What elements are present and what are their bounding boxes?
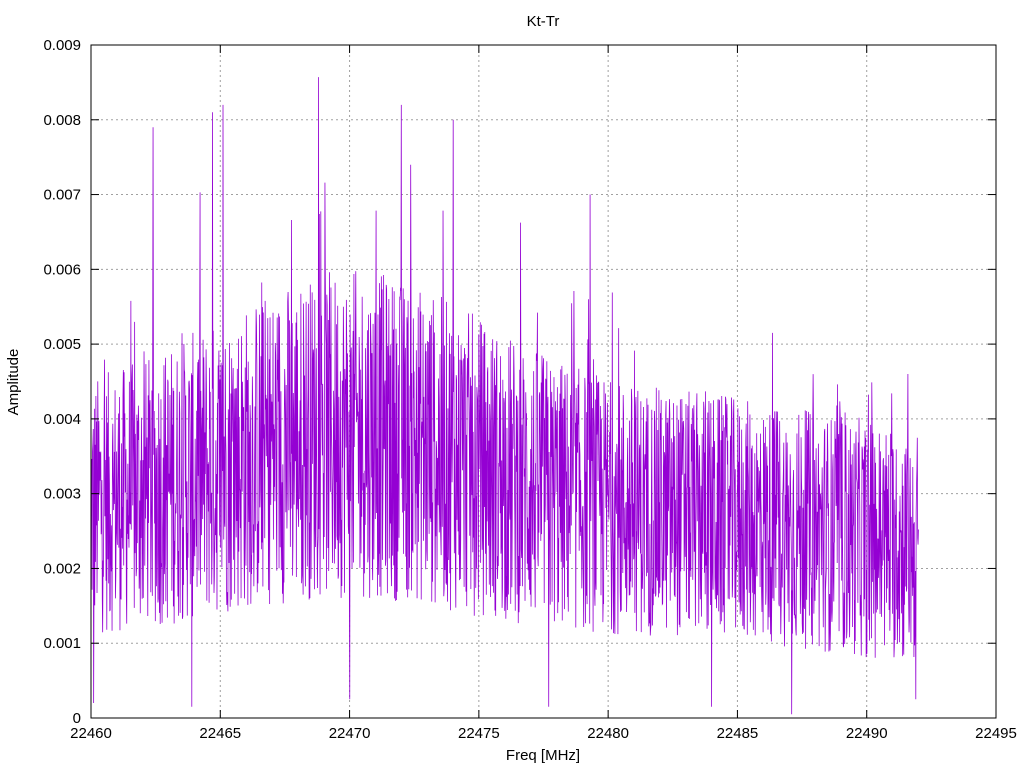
- x-tick-label: 22475: [458, 725, 500, 742]
- y-tick-label: 0: [73, 710, 81, 727]
- y-tick-label: 0.009: [43, 37, 81, 54]
- y-axis-title: Amplitude: [5, 349, 22, 416]
- amplitude-series-line: [90, 77, 919, 715]
- y-tick-label: 0.005: [43, 336, 81, 353]
- series-group: [90, 77, 919, 715]
- y-tick-label: 0.006: [43, 261, 81, 278]
- x-tick-label: 22470: [329, 725, 371, 742]
- y-tick-label: 0.001: [43, 635, 81, 652]
- tick-labels: 22460 22465 22470 22475 22480 22485 22490 22495…: [43, 37, 1016, 742]
- y-tick-label: 0.008: [43, 112, 81, 129]
- x-tick-label: 22495: [975, 725, 1017, 742]
- x-tick-label: 22480: [587, 725, 629, 742]
- plot-frame: [90, 44, 997, 719]
- x-tick-label: 22465: [199, 725, 241, 742]
- y-tick-label: 0.004: [43, 411, 81, 428]
- x-axis-title: Freq [MHz]: [506, 747, 580, 764]
- axis-ticks: [90, 44, 997, 719]
- y-tick-label: 0.002: [43, 560, 81, 577]
- chart-title: Kt-Tr: [527, 13, 560, 30]
- x-tick-label: 22460: [70, 725, 112, 742]
- x-tick-label: 22485: [717, 725, 759, 742]
- y-tick-label: 0.003: [43, 486, 81, 503]
- x-tick-label: 22490: [846, 725, 888, 742]
- y-tick-label: 0.007: [43, 187, 81, 204]
